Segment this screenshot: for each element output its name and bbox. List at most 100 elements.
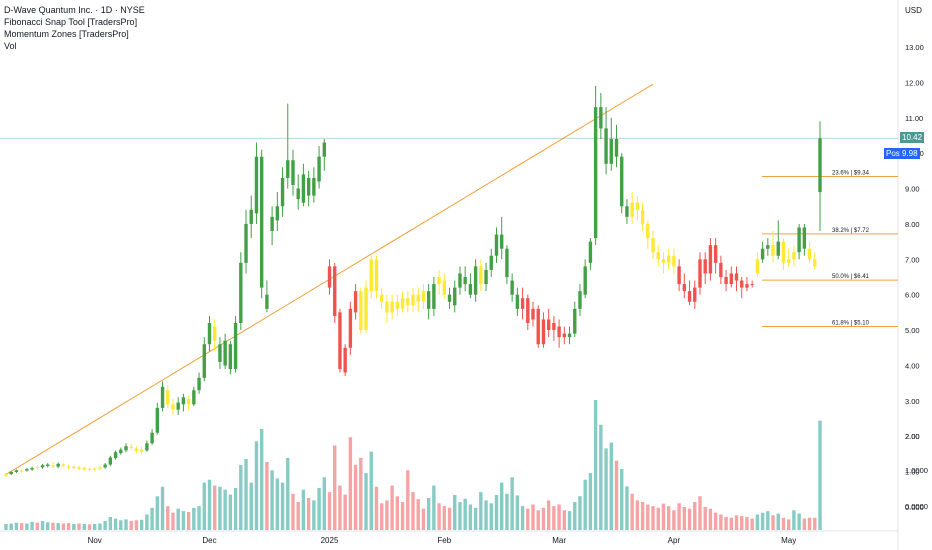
candle-body [505, 248, 509, 277]
fib-level-label: 50.0% | $6.41 [832, 274, 870, 280]
volume-bar [447, 507, 452, 530]
volume-bar [473, 507, 478, 530]
volume-bar [14, 522, 19, 530]
candle-body [338, 312, 342, 369]
x-tick-label: Mar [552, 536, 566, 545]
candle-body [333, 266, 337, 316]
volume-bar [343, 494, 347, 530]
volume-bar [750, 518, 754, 530]
candle-body [672, 255, 676, 267]
volume-bar [479, 492, 483, 530]
candle-body [421, 291, 426, 302]
fib-level-label: 38.2% | $7.72 [832, 228, 870, 234]
candle-body [625, 206, 629, 217]
volume-bar [818, 420, 822, 530]
volume-bar [651, 506, 655, 530]
candle-body [552, 323, 556, 331]
candle-body [468, 284, 473, 295]
indicator-fibonacci[interactable]: Fibonacci Snap Tool [TradersPro] [4, 17, 138, 27]
y-tick-label: 5.00 [905, 326, 920, 335]
indicator-momentum[interactable]: Momentum Zones [TradersPro] [4, 29, 129, 39]
y-tick-label: 11.00 [905, 114, 923, 123]
volume-bar [432, 485, 436, 530]
indicator-volume[interactable]: Vol [4, 41, 17, 51]
volume-bar [249, 482, 253, 530]
candle-body [630, 202, 634, 217]
volume-bar [338, 485, 342, 530]
candle-body [390, 301, 394, 313]
y-tick-label: 9.00 [905, 185, 920, 194]
volume-bar [171, 512, 175, 530]
volume-bar [72, 523, 76, 530]
volume-bar [390, 485, 394, 530]
volume-bar [682, 506, 687, 530]
volume-bar [740, 516, 744, 530]
candle-body [745, 284, 749, 288]
volume-bar [35, 522, 40, 530]
candle-body [609, 139, 613, 164]
candle-body [797, 227, 801, 253]
volume-bar [588, 473, 593, 530]
candle-body [604, 128, 608, 164]
candle-body [40, 465, 45, 468]
candle-body [30, 468, 34, 470]
candle-body [254, 156, 259, 214]
candle-body [113, 452, 118, 459]
volume-bar [192, 507, 196, 530]
volume-bar [364, 473, 368, 530]
volume-tick-label: 1.0000 [905, 466, 928, 475]
volume-bar [176, 508, 180, 530]
candle-body [317, 156, 321, 182]
volume-bar [416, 499, 420, 530]
candle-body [489, 255, 493, 270]
candle-body [82, 468, 86, 470]
candle-body [677, 266, 681, 285]
volume-bar [526, 508, 530, 530]
candle-body [426, 291, 431, 309]
volume-bar [755, 514, 760, 530]
x-tick-label: Dec [202, 536, 216, 545]
post-price-tag: 9.98 [900, 147, 920, 159]
symbol-title: D-Wave Quantum Inc. · 1D · NYSE [4, 5, 145, 15]
candle-body [9, 471, 13, 475]
volume-bar [766, 511, 770, 530]
volume-bar [515, 495, 520, 530]
candle-body [708, 245, 713, 274]
volume-bar [108, 516, 113, 530]
volume-bar [557, 504, 561, 530]
candle-body [776, 241, 780, 256]
volume-bar [103, 521, 107, 530]
volume-bar [614, 460, 619, 530]
volume-bar [395, 496, 400, 530]
volume-bar [406, 470, 410, 530]
volume-bar [494, 495, 499, 530]
candle-body [724, 277, 728, 285]
volume-bar [781, 517, 786, 530]
volume-bar [708, 508, 713, 530]
candle-body [760, 248, 765, 260]
candle-body [400, 298, 405, 309]
candle-body [411, 294, 415, 306]
y-tick-label: 2.00 [905, 432, 920, 441]
candle-body [72, 466, 76, 469]
candle-body [119, 449, 123, 454]
volume-bar [640, 502, 645, 530]
volume-bar [677, 503, 681, 530]
candle-body [197, 377, 201, 391]
currency-label[interactable]: USD [905, 6, 922, 15]
volume-bar [500, 482, 504, 530]
candle-body [145, 443, 149, 451]
volume-bar [19, 523, 24, 530]
volume-bar [672, 510, 676, 530]
volume-bar [531, 504, 535, 530]
volume-bar [437, 503, 441, 530]
candle-body [510, 280, 514, 295]
candle-body [442, 280, 447, 295]
candle-body [802, 227, 807, 249]
volume-bar [505, 493, 509, 530]
candle-body [729, 273, 733, 285]
volume-bar [729, 517, 733, 530]
candle-body [687, 291, 692, 302]
x-tick-label: Nov [88, 536, 102, 545]
